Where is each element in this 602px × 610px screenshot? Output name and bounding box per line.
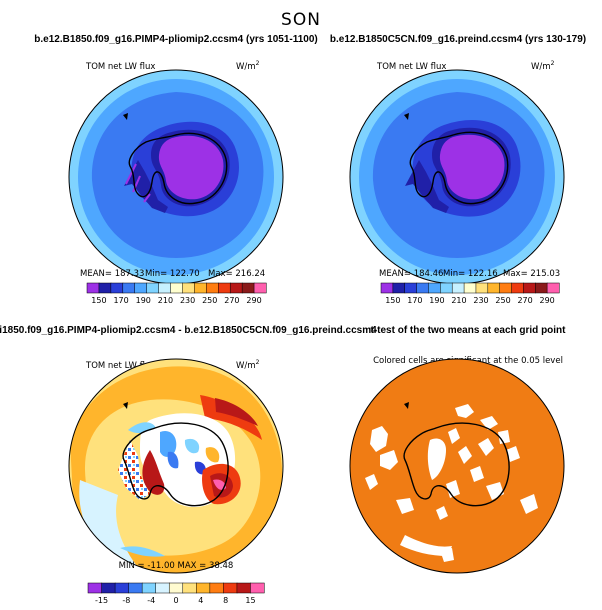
panel-model-a: b.e12.B1850.f09_g16.PIMP4-pliomip2.ccsm4… [34, 34, 318, 305]
colorbar-tick-label: 190 [136, 296, 151, 305]
colorbar-swatch [463, 282, 477, 294]
figure-title: SON [281, 10, 321, 30]
colorbar-tick-label: 250 [495, 296, 510, 305]
colorbar-tick-label: 15 [245, 596, 255, 605]
colorbar-tick-label: 150 [385, 296, 400, 305]
colorbar-swatch [206, 282, 219, 294]
panel-model-a-max: Max= 216.24 [208, 269, 265, 279]
colorbar-swatch [241, 282, 255, 294]
colorbar-tick-label: 270 [517, 296, 532, 305]
colorbar-tick-label: 210 [451, 296, 466, 305]
colorbar-tick-label: 270 [224, 296, 239, 305]
colorbar-swatch [141, 582, 157, 594]
panel-model-a-units: W/m2 [236, 60, 260, 72]
colorbar-tick-label: 4 [198, 596, 203, 605]
panel-model-b-colorbar: 150 170 190 210 230 250 270 290 [380, 282, 560, 305]
panel-ttest: t-test of the two means at each grid poi… [349, 325, 566, 574]
colorbar-swatch [194, 282, 207, 294]
panel-model-b-units: W/m2 [531, 60, 555, 72]
colorbar-swatch [535, 282, 548, 294]
panel-model-b: b.e12.B1850C5CN.f09_g16.preind.ccsm4 (yr… [330, 34, 586, 305]
colorbar-swatch [122, 282, 136, 294]
colorbar-swatch [404, 282, 418, 294]
panel-difference-range: MIN = -11.00 MAX = 38.48 [119, 561, 234, 571]
colorbar-swatch [236, 582, 252, 594]
panel-ttest-map [350, 359, 564, 573]
colorbar-swatch [428, 282, 441, 294]
panel-model-b-min: Min= 122.16 [443, 269, 498, 279]
panel-model-a-title: b.e12.B1850.f09_g16.PIMP4-pliomip2.ccsm4… [34, 34, 318, 45]
colorbar-tick-label: 210 [158, 296, 173, 305]
colorbar-tick-label: 0 [173, 596, 178, 605]
colorbar-swatch [209, 582, 224, 594]
colorbar-swatch [86, 282, 100, 294]
colorbar-swatch [487, 282, 501, 294]
colorbar-tick-label: 190 [429, 296, 444, 305]
colorbar-swatch [168, 582, 184, 594]
colorbar-swatch [523, 282, 536, 294]
colorbar-tick-label: 230 [473, 296, 488, 305]
colorbar-swatch [98, 282, 112, 294]
colorbar-swatch [223, 582, 238, 594]
colorbar-swatch [253, 282, 267, 294]
colorbar-tick-label: -15 [95, 596, 108, 605]
panel-difference: i1850.f09_g16.PIMP4-pliomip2.ccsm4 - b.e… [0, 325, 377, 605]
colorbar-swatch [101, 582, 116, 594]
colorbar-swatch [155, 582, 170, 594]
panel-model-b-map [350, 70, 564, 284]
colorbar-swatch [158, 282, 172, 294]
panel-ttest-frame [349, 358, 565, 574]
panel-difference-units: W/m2 [236, 359, 260, 371]
panel-model-b-variable: TOM net LW flux [376, 62, 446, 72]
colorbar-swatch [380, 282, 394, 294]
colorbar-tick-label: 170 [113, 296, 128, 305]
colorbar-swatch [229, 282, 243, 294]
colorbar-tick-label: 230 [180, 296, 195, 305]
colorbar-swatch [182, 282, 195, 294]
colorbar-swatch [392, 282, 406, 294]
panel-model-a-colorbar: 150 170 190 210 230 250 270 290 [86, 282, 267, 305]
colorbar-swatch [128, 582, 143, 594]
colorbar-tick-label: 170 [407, 296, 422, 305]
colorbar-swatch [511, 282, 524, 294]
colorbar-swatch [110, 282, 124, 294]
colorbar-swatch [499, 282, 513, 294]
colorbar-tick-label: 150 [91, 296, 106, 305]
panel-difference-frame [68, 358, 284, 574]
colorbar-swatch [451, 282, 465, 294]
colorbar-swatch [546, 282, 560, 294]
colorbar-tick-label: -4 [147, 596, 155, 605]
panel-model-a-mean: MEAN= 187.33 [80, 269, 144, 279]
panel-difference-map [69, 359, 283, 573]
colorbar-swatch [182, 582, 197, 594]
panel-difference-title: i1850.f09_g16.PIMP4-pliomip2.ccsm4 - b.e… [0, 325, 377, 336]
panel-model-b-title: b.e12.B1850C5CN.f09_g16.preind.ccsm4 (yr… [330, 34, 586, 45]
colorbar-swatch [475, 282, 489, 294]
colorbar-swatch [170, 282, 184, 294]
colorbar-tick-label: 8 [223, 596, 228, 605]
colorbar-swatch [196, 582, 211, 594]
panel-model-b-mean: MEAN= 184.46 [379, 269, 443, 279]
colorbar-swatch [134, 282, 148, 294]
panel-model-a-map [69, 70, 283, 284]
colorbar-tick-label: -8 [122, 596, 130, 605]
colorbar-swatch [416, 282, 430, 294]
panel-model-a-variable: TOM net LW flux [85, 62, 155, 72]
colorbar-swatch [146, 282, 160, 294]
panel-difference-variable: TOM net LW flux [85, 361, 155, 371]
colorbar-tick-label: 250 [202, 296, 217, 305]
colorbar-swatch [87, 582, 103, 594]
panel-model-b-max: Max= 215.03 [503, 269, 560, 279]
panel-model-a-min: Min= 122.70 [145, 269, 200, 279]
panel-difference-colorbar: -15 -8 -4 0 4 8 15 [87, 582, 265, 605]
colorbar-swatch [440, 282, 453, 294]
colorbar-tick-label: 290 [246, 296, 261, 305]
colorbar-tick-label: 290 [539, 296, 554, 305]
panel-ttest-title: t-test of the two means at each grid poi… [370, 325, 566, 336]
colorbar-swatch [218, 282, 231, 294]
colorbar-swatch [250, 582, 265, 594]
colorbar-swatch [114, 582, 130, 594]
